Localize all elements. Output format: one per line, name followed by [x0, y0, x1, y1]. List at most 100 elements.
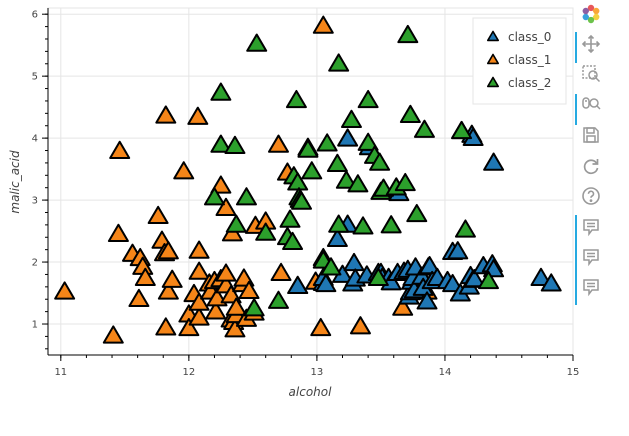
data-point-class_1: [224, 319, 246, 338]
wheel-zoom-tool[interactable]: [579, 94, 603, 118]
data-point-class_1: [178, 317, 200, 337]
data-point-class_2: [369, 152, 391, 171]
data-point-class_1: [310, 317, 332, 337]
data-point-class_2: [301, 161, 323, 180]
legend-marker-class_0: [486, 30, 500, 42]
pan-tool[interactable]: [579, 34, 603, 58]
data-point-class_1: [270, 262, 292, 282]
y-tick-label: 4: [32, 134, 38, 145]
y-tick-label: 3: [32, 196, 38, 207]
data-point-class_2: [340, 109, 362, 128]
data-point-class_2: [380, 215, 402, 234]
data-point-class_2: [282, 231, 304, 251]
data-point-class_1: [155, 317, 177, 336]
data-point-class_2: [279, 209, 301, 228]
data-point-class_2: [328, 53, 350, 72]
data-point-class_2: [477, 270, 499, 290]
data-point-class_2: [347, 174, 369, 193]
data-point-class_1: [134, 267, 156, 286]
data-point-class_2: [255, 222, 277, 241]
reset-tool[interactable]: [579, 156, 603, 180]
data-point-class_0: [442, 273, 464, 293]
data-point-class_2: [210, 134, 232, 153]
y-axis-title: malic_acid: [8, 150, 22, 214]
x-tick-label: 11: [54, 367, 67, 378]
data-point-class_1: [188, 261, 210, 280]
data-point-class_0: [326, 228, 348, 247]
pan-icon: [581, 34, 601, 58]
data-point-class_1: [128, 288, 150, 308]
hover-tool[interactable]: [579, 217, 603, 241]
hover-tool[interactable]: [579, 247, 603, 271]
data-point-class_2: [285, 89, 307, 109]
data-point-class_1: [392, 297, 414, 316]
data-point-class_0: [463, 269, 485, 288]
data-point-class_0: [530, 267, 552, 286]
data-point-class_2: [406, 203, 428, 223]
data-point-class_2: [210, 82, 232, 101]
data-point-class_0: [540, 273, 562, 292]
hover-icon: [581, 277, 601, 301]
x-tick-label: 14: [439, 367, 452, 378]
data-point-class_2: [352, 216, 374, 235]
data-point-class_1: [215, 197, 237, 216]
data-point-class_1: [188, 240, 210, 259]
legend-marker-class_2: [486, 76, 500, 88]
save-tool[interactable]: [579, 125, 603, 149]
data-point-class_2: [328, 214, 350, 233]
data-point-class_2: [316, 133, 338, 152]
bokeh-logo: [579, 4, 603, 28]
active-tool-indicator: [575, 215, 577, 305]
data-point-class_2: [297, 139, 319, 158]
data-point-class_1: [205, 301, 227, 320]
data-point-class_2: [357, 89, 379, 109]
data-point-class_1: [312, 15, 334, 34]
y-tick-label: 2: [32, 258, 38, 269]
data-point-class_2: [225, 214, 247, 233]
data-point-class_1: [238, 280, 260, 299]
data-point-class_2: [224, 135, 246, 154]
data-point-class_1: [157, 241, 179, 260]
data-point-class_0: [483, 152, 505, 171]
reset-icon: [581, 156, 601, 180]
data-points: [54, 15, 562, 344]
data-point-class_2: [357, 132, 379, 151]
data-point-class_0: [287, 275, 309, 295]
data-point-class_2: [367, 267, 389, 286]
legend-label-class_0: class_0: [508, 30, 551, 44]
active-tool-indicator: [575, 32, 577, 63]
hover-icon: [581, 247, 601, 271]
data-point-class_0: [447, 241, 469, 260]
data-point-class_2: [413, 119, 435, 138]
hover-icon: [581, 217, 601, 241]
data-point-class_1: [215, 263, 237, 282]
data-point-class_0: [337, 128, 359, 147]
data-point-class_1: [188, 307, 210, 326]
legend: class_0 class_1 class_2: [472, 17, 567, 105]
data-point-class_2: [394, 172, 416, 192]
data-point-class_2: [454, 219, 476, 238]
box-zoom-tool[interactable]: [579, 64, 603, 88]
data-point-class_2: [399, 104, 421, 124]
data-point-class_2: [267, 290, 289, 309]
data-point-class_1: [107, 223, 129, 242]
data-point-class_0: [419, 256, 441, 275]
data-point-class_1: [210, 175, 232, 194]
data-point-class_1: [157, 281, 179, 300]
data-point-class_1: [161, 269, 183, 288]
help-tool[interactable]: [579, 186, 603, 210]
data-point-class_1: [225, 297, 247, 316]
x-tick-label: 15: [567, 367, 580, 378]
x-tick-label: 13: [311, 367, 324, 378]
data-point-class_2: [320, 257, 342, 276]
data-point-class_1: [102, 325, 124, 344]
x-tick-label: 12: [182, 367, 195, 378]
x-axis-title: alcohol: [289, 385, 333, 399]
data-point-class_1: [147, 205, 169, 225]
help-icon: [581, 186, 601, 210]
legend-label-class_2: class_2: [508, 76, 551, 90]
hover-tool[interactable]: [579, 277, 603, 301]
save-icon: [581, 125, 601, 149]
y-tick-label: 1: [32, 320, 38, 331]
